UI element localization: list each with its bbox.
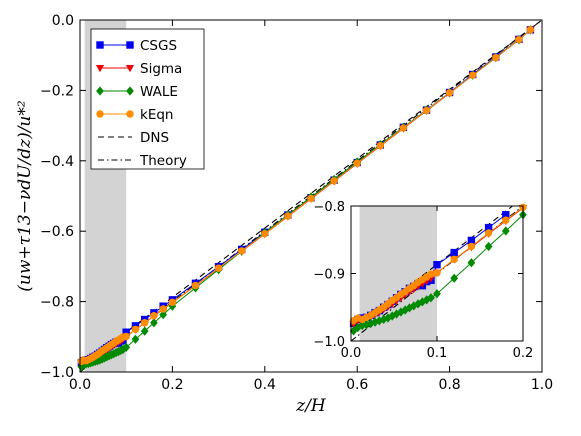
wale-point [131, 334, 140, 344]
keqn-point [307, 194, 315, 203]
inset-keqn-point [467, 242, 476, 251]
inset-y-ticks: −1.0 −0.9 −0.8 [313, 200, 523, 350]
y-tick-label: −0.4 [40, 154, 74, 170]
inset-csgs-point [467, 236, 476, 245]
x-tick-label: 1.0 [531, 377, 553, 393]
legend-marker-keqn [126, 110, 134, 118]
y-tick-label: 0.0 [52, 13, 74, 29]
legend-item-dns: DNS [98, 130, 169, 146]
inset-wale-point [433, 289, 441, 299]
keqn-point [131, 325, 140, 334]
inset-series-group [349, 203, 528, 336]
inset-wale-point [484, 241, 493, 252]
legend-marker-wale [126, 86, 134, 96]
x-tick-label: 0.2 [161, 377, 183, 393]
keqn-point [399, 124, 408, 132]
legend-label-csgs: CSGS [140, 38, 177, 54]
keqn-point [150, 311, 158, 320]
main-x-ticks: 0.0 0.2 0.4 0.6 0.8 1.0 [69, 20, 553, 393]
x-tick-label: 0.0 [69, 377, 91, 393]
inset-keqn-point [433, 269, 441, 277]
x-axis-label: z/H [295, 396, 327, 416]
legend-item-theory: Theory [98, 153, 187, 169]
y-tick-label: −0.6 [40, 224, 74, 240]
keqn-point [168, 298, 177, 307]
legend-marker-csgs [126, 41, 134, 49]
x-tick-label: 0.6 [346, 377, 368, 393]
legend-label-keqn: kEqn [140, 107, 173, 123]
keqn-point [140, 319, 149, 327]
inset-keqn-point [427, 270, 435, 278]
main-y-ticks: −1.0 −0.8 −0.6 −0.4 −0.2 0.0 [40, 13, 542, 381]
inset-series-wale [349, 210, 527, 336]
wale-point [140, 326, 149, 336]
y-tick-label: −1.0 [40, 365, 74, 381]
legend: CSGS Sigma WALE kEqn DNS Theory [95, 38, 187, 169]
inset-keqn-point [450, 255, 458, 264]
keqn-point [284, 212, 292, 220]
x-tick-label: 0.8 [438, 377, 460, 393]
wale-point [122, 342, 131, 352]
keqn-point [159, 305, 167, 313]
inset-wale-point [501, 226, 510, 236]
keqn-point [238, 247, 246, 255]
main-series-group [77, 25, 535, 372]
inset-wale-point [450, 273, 459, 283]
keqn-point [191, 281, 200, 290]
legend-marker-sigma [95, 64, 105, 73]
inset-x-tick-label: 0.2 [513, 346, 534, 361]
keqn-point [526, 26, 535, 34]
inset-x-ticks: 0.0 0.1 0.2 [341, 206, 534, 361]
inset-wale-point [467, 258, 476, 268]
inset-wale-point [427, 293, 435, 303]
keqn-point [422, 106, 431, 115]
inset-y-tick-label: −0.9 [313, 268, 345, 283]
legend-marker-keqn [96, 110, 104, 118]
legend-item-sigma: Sigma [95, 61, 182, 77]
keqn-point [376, 141, 384, 150]
wale-point [159, 310, 168, 320]
legend-item-keqn: kEqn [96, 107, 173, 123]
keqn-point [515, 36, 523, 44]
y-axis-label: (uw+τ13−νdU/dz)/u*² [15, 100, 35, 292]
legend-label-sigma: Sigma [140, 61, 182, 77]
inset-series-keqn [349, 203, 527, 325]
legend-item-wale: WALE [96, 84, 178, 100]
y-tick-label: −0.8 [40, 295, 74, 311]
legend-marker-wale [96, 86, 104, 96]
inset-csgs-point [450, 248, 458, 257]
x-tick-label: 0.4 [254, 377, 276, 393]
inset-y-tick-label: −0.8 [313, 200, 345, 215]
legend-label-wale: WALE [140, 84, 178, 100]
keqn-point [469, 71, 477, 79]
keqn-point [330, 177, 338, 185]
keqn-point [122, 332, 130, 341]
inset-x-tick-label: 0.0 [341, 346, 362, 361]
keqn-point [445, 89, 454, 97]
legend-marker-sigma [125, 64, 135, 73]
dns-line [79, 19, 543, 368]
legend-label-theory: Theory [139, 153, 187, 169]
inset-keqn-point [484, 229, 493, 237]
inset-keqn-point [502, 216, 510, 224]
keqn-point [492, 53, 500, 62]
plot-frame [79, 19, 543, 373]
series-keqn [77, 26, 535, 366]
keqn-point [353, 159, 361, 167]
legend-label-dns: DNS [140, 130, 169, 146]
inset-x-tick-label: 0.1 [427, 346, 448, 361]
legend-box [90, 28, 205, 170]
inset-y-tick-label: −1.0 [313, 335, 345, 350]
inset-csgs-point [433, 261, 441, 269]
legend-item-csgs: CSGS [96, 38, 177, 54]
keqn-point [261, 229, 269, 238]
legend-marker-csgs [96, 41, 104, 49]
y-tick-label: −0.2 [40, 83, 74, 99]
wale-point [150, 318, 158, 328]
keqn-point [214, 264, 223, 272]
